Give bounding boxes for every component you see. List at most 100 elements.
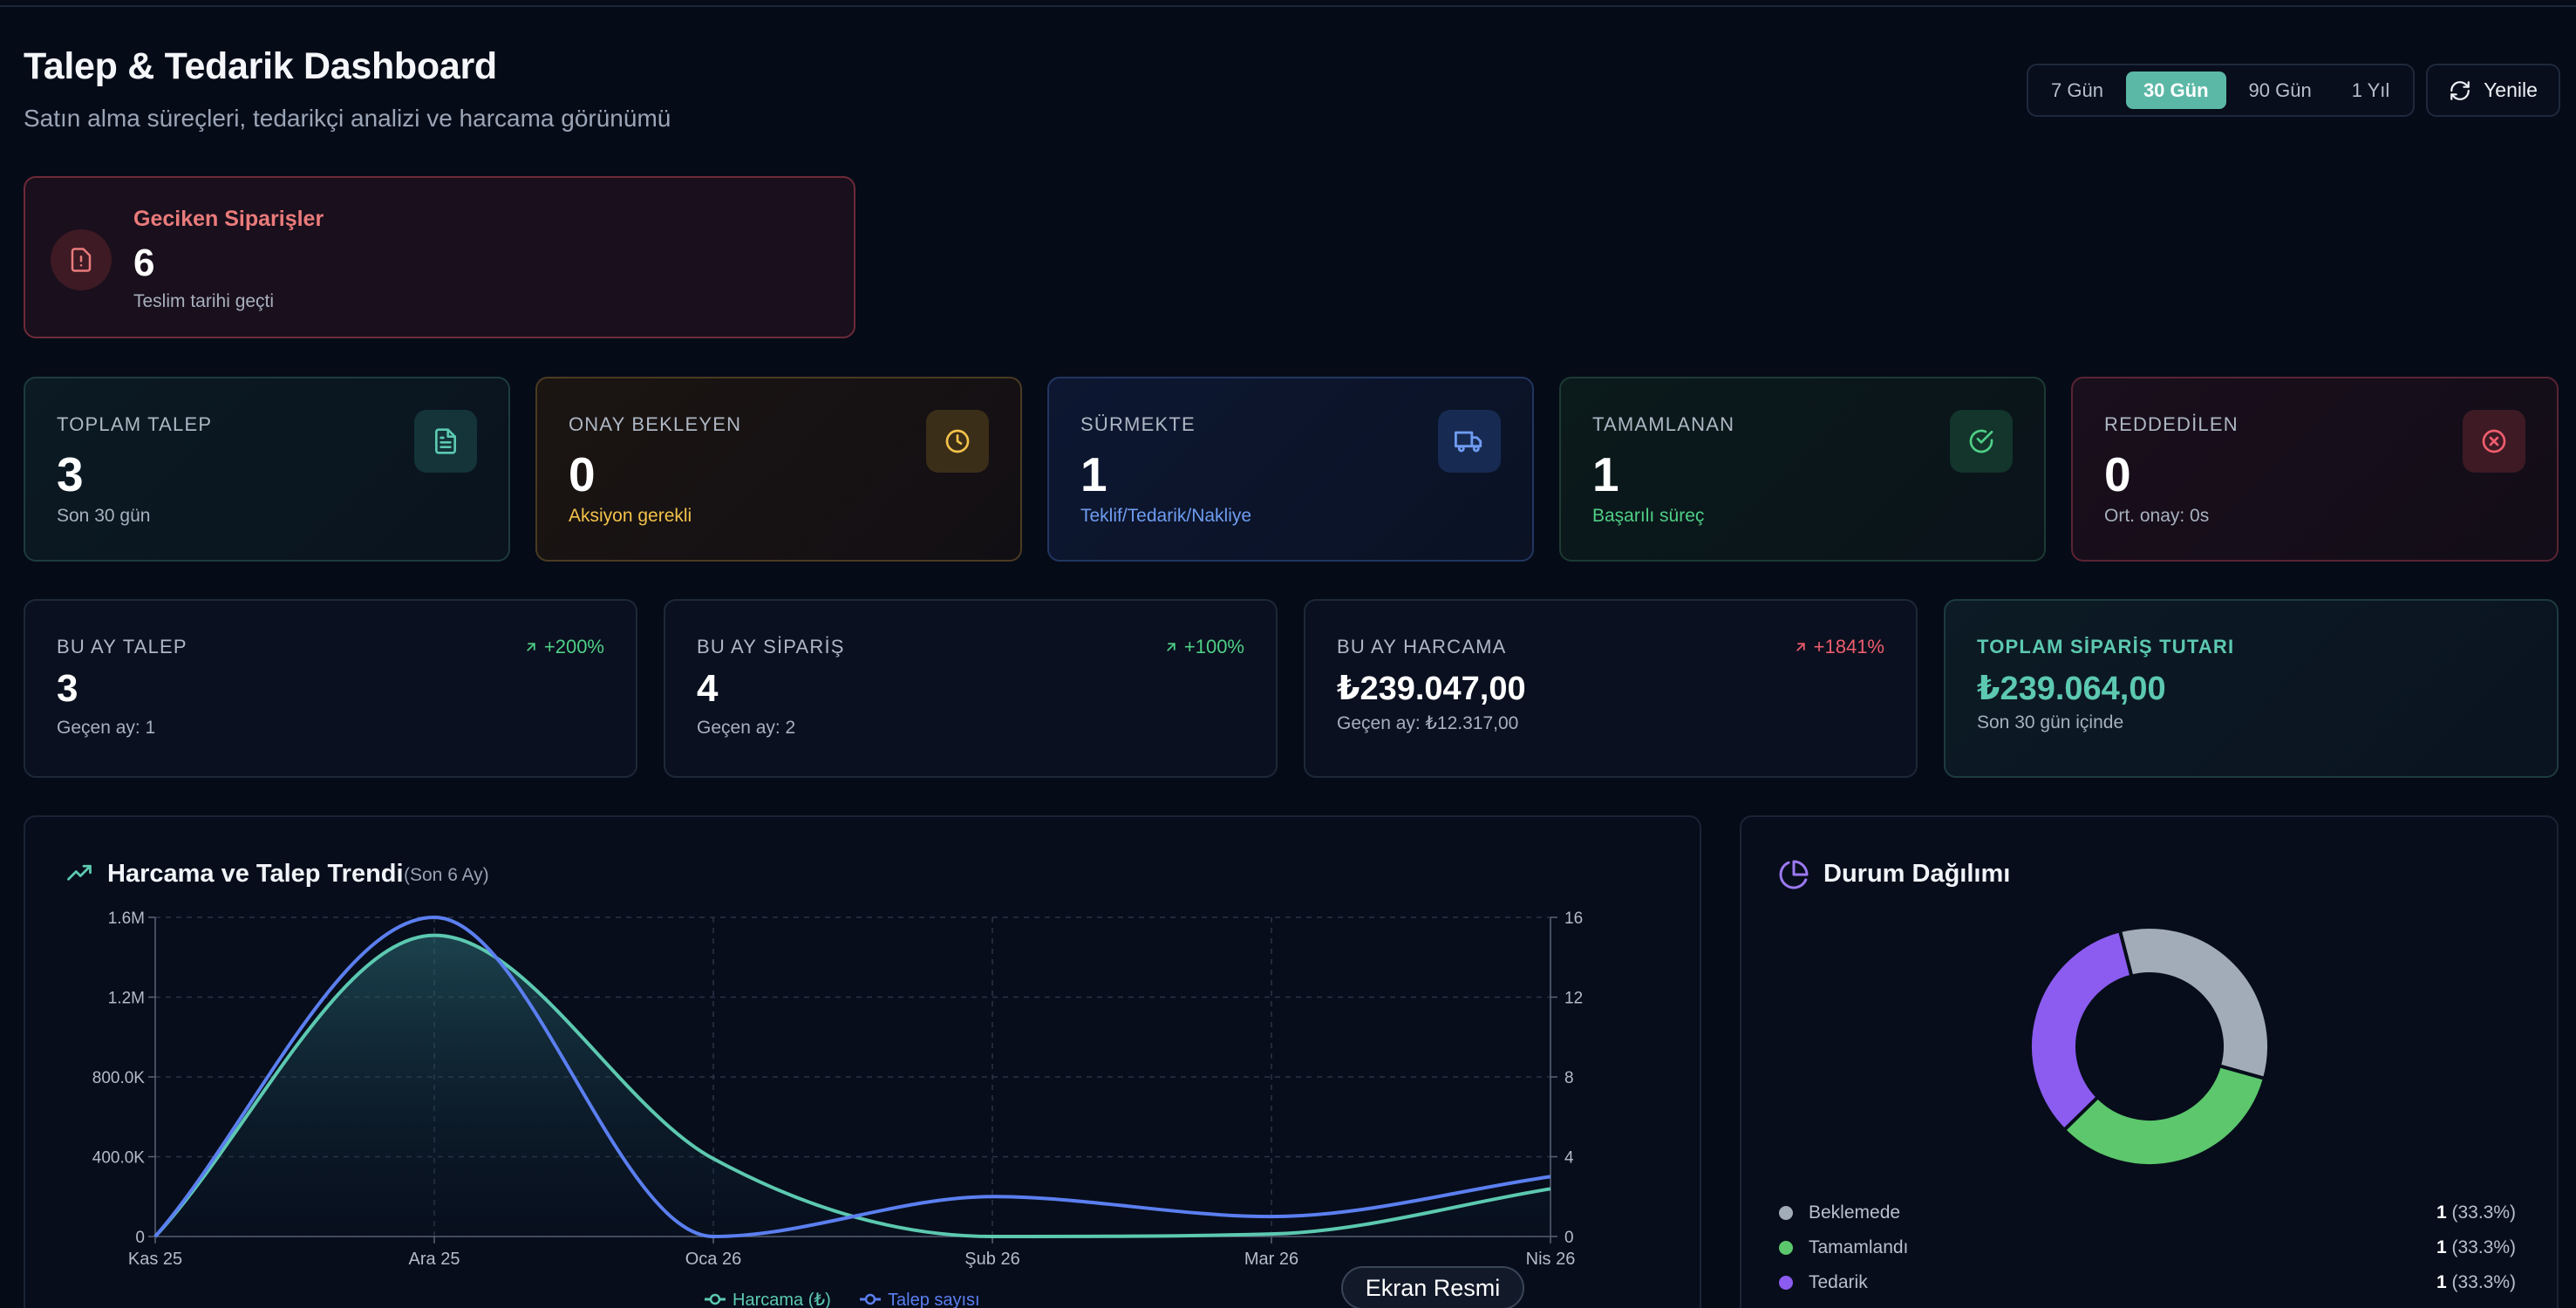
legend-swatch-dot (709, 1293, 721, 1305)
check-circle-icon (1969, 429, 1993, 453)
kpi-card-monthly-orders[interactable]: BU AY SİPARİŞ 4 Geçen ay: 2 +100% (664, 599, 1278, 778)
stat-value: 3 (57, 447, 84, 501)
kpi-card-total-order-amount[interactable]: TOPLAM SİPARİŞ TUTARI ₺239.064,00 Son 30… (1944, 599, 2559, 778)
kpi-delta-value: +200% (543, 636, 604, 657)
alert-document-icon (71, 248, 92, 272)
x-tick-label: Oca 26 (685, 1250, 741, 1269)
legend-label: Tamamlandı (1809, 1237, 1909, 1257)
y-left-tick-label: 1.6M (108, 909, 145, 928)
stat-value: 1 (1592, 447, 1619, 501)
legend-label: Beklemede (1809, 1202, 1901, 1223)
request-series-line[interactable] (153, 915, 1551, 1239)
y-left-tick-label: 1.2M (108, 990, 145, 1008)
stat-label: ONAY BEKLEYEN (569, 413, 742, 435)
stat-subtitle: Başarılı süreç (1592, 506, 1705, 526)
arrow-up-right-icon (1796, 643, 1805, 651)
kpi-value: ₺239.064,00 (1977, 671, 2166, 707)
donut-slices (2028, 925, 2271, 1168)
stat-card-rejected[interactable]: REDDEDİLEN 0 Ort. onay: 0s (2071, 377, 2559, 562)
alert-title: Geciken Siparişler (133, 207, 324, 231)
trend-chart-title: Harcama ve Talep Trendi (107, 860, 404, 888)
stat-label: TOPLAM TALEP (57, 413, 213, 435)
legend-dot (1779, 1206, 1793, 1220)
donut-slice-tamamlandı[interactable] (2061, 1063, 2267, 1168)
stat-icon-badge (414, 410, 477, 473)
truck-icon (1455, 431, 1482, 453)
stat-subtitle: Ort. onay: 0s (2104, 506, 2210, 526)
kpi-value: 4 (697, 667, 719, 710)
kpi-card-monthly-requests[interactable]: BU AY TALEP 3 Geçen ay: 1 +200% (24, 599, 637, 778)
kpi-label: BU AY HARCAMA (1337, 636, 1507, 657)
status-legend-item: Tamamlandı 1 (33.3%) (1779, 1235, 2516, 1261)
range-90-days-button[interactable]: 90 Gün (2248, 78, 2312, 101)
overdue-orders-card[interactable]: Geciken Siparişler 6 Teslim tarihi geçti (24, 176, 855, 338)
range-30-days-button[interactable]: 30 Gün (2125, 72, 2226, 109)
kpi-delta: +1841% (1793, 636, 1884, 658)
legend-value: 1 (33.3%) (2436, 1237, 2516, 1257)
y-right-tick-label: 0 (1564, 1229, 1574, 1247)
legend-dot (1779, 1241, 1793, 1255)
refresh-icon (2450, 80, 2470, 100)
trending-up-icon (67, 864, 92, 881)
kpi-delta-value: +100% (1183, 636, 1244, 657)
y-left-tick-label: 0 (135, 1229, 145, 1247)
legend-label: Harcama (₺) (733, 1291, 831, 1308)
y-left-tick-label: 400.0K (92, 1149, 146, 1168)
legend-dot (1779, 1276, 1793, 1290)
stat-icon-badge (1438, 410, 1501, 473)
x-circle-icon (2482, 429, 2506, 453)
kpi-subtitle: Son 30 gün içinde (1977, 712, 2124, 732)
stat-card-completed[interactable]: TAMAMLANAN 1 Başarılı süreç (1559, 377, 2046, 562)
kpi-subtitle: Geçen ay: 2 (697, 718, 796, 738)
x-tick-label: Ara 25 (409, 1250, 460, 1269)
y-right-tick-label: 16 (1564, 909, 1583, 928)
stat-value: 1 (1080, 447, 1107, 501)
spend-series-line[interactable] (153, 933, 1551, 1239)
arrow-up-right-icon (1167, 643, 1176, 651)
kpi-delta: +100% (1163, 636, 1244, 658)
x-tick-label: Kas 25 (128, 1250, 182, 1269)
alert-value: 6 (133, 242, 155, 284)
kpi-value: ₺239.047,00 (1337, 671, 1526, 707)
kpi-label: BU AY SİPARİŞ (697, 636, 845, 657)
kpi-subtitle: Geçen ay: 1 (57, 718, 156, 738)
refresh-label: Yenile (2484, 78, 2538, 101)
stat-label: REDDEDİLEN (2104, 413, 2239, 435)
status-legend-item: Beklemede 1 (33.3%) (1779, 1200, 2516, 1226)
stat-card-pending-approval[interactable]: ONAY BEKLEYEN 0 Aksiyon gerekli (535, 377, 1022, 562)
legend-value: 1 (33.3%) (2436, 1272, 2516, 1292)
donut-slice-beklemede[interactable] (2117, 925, 2271, 1081)
top-divider (0, 5, 2576, 7)
stat-icon-badge (926, 410, 989, 473)
stat-label: SÜRMEKTE (1080, 413, 1196, 435)
status-chart-title: Durum Dağılımı (1823, 860, 2011, 888)
y-right-tick-label: 12 (1564, 990, 1583, 1008)
kpi-card-monthly-spend[interactable]: BU AY HARCAMA ₺239.047,00 Geçen ay: ₺12.… (1304, 599, 1918, 778)
stat-subtitle: Aksiyon gerekli (569, 506, 692, 526)
stat-icon-badge (2463, 410, 2525, 473)
kpi-delta-value: +1841% (1813, 636, 1884, 657)
range-7-days-button[interactable]: 7 Gün (2051, 78, 2103, 101)
x-tick-label: Şub 26 (964, 1250, 1019, 1269)
legend-value: 1 (33.3%) (2436, 1202, 2516, 1223)
legend-label: Tedarik (1809, 1272, 1868, 1292)
range-1-year-button[interactable]: 1 Yıl (2351, 78, 2390, 101)
stat-card-in-progress[interactable]: SÜRMEKTE 1 Teklif/Tedarik/Nakliye (1047, 377, 1534, 562)
page-subtitle: Satın alma süreçleri, tedarikçi analizi … (24, 105, 671, 132)
date-range-selector: 7 Gün 30 Gün 90 Gün 1 Yıl (2027, 64, 2415, 117)
kpi-label: TOPLAM SİPARİŞ TUTARI (1977, 636, 2235, 657)
legend-label: Talep sayısı (888, 1291, 980, 1308)
kpi-value: 3 (57, 667, 78, 710)
page-title: Talep & Tedarik Dashboard (24, 45, 497, 87)
status-legend-item: Tedarik 1 (33.3%) (1779, 1270, 2516, 1296)
kpi-label: BU AY TALEP (57, 636, 187, 657)
alert-icon-badge (51, 229, 112, 290)
refresh-button[interactable]: Yenile (2426, 64, 2560, 117)
stat-value: 0 (2104, 447, 2131, 501)
spend-area (155, 935, 1550, 1236)
y-right-tick-label: 4 (1564, 1149, 1574, 1168)
donut-slice-tedarik[interactable] (2028, 928, 2134, 1133)
stat-card-total-requests[interactable]: TOPLAM TALEP 3 Son 30 gün (24, 377, 510, 562)
